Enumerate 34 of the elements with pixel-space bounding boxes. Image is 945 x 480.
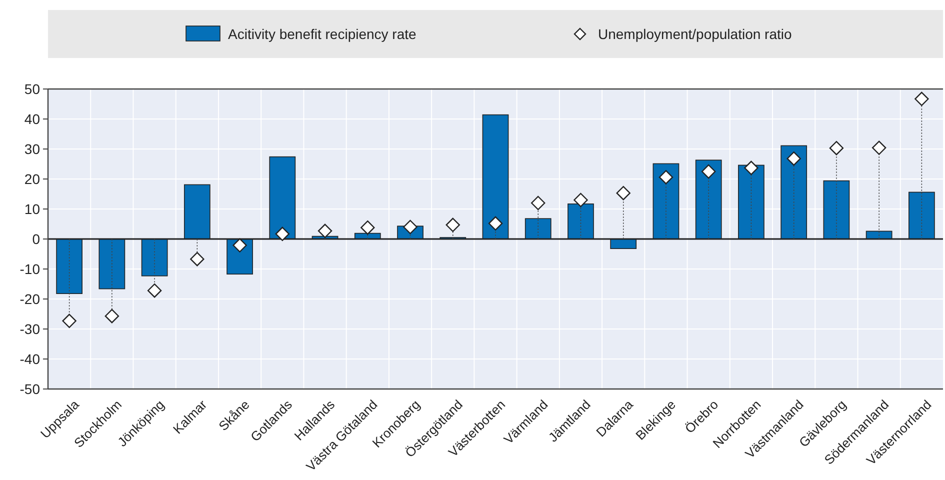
point <box>403 220 418 234</box>
point <box>232 238 247 252</box>
point <box>360 220 375 235</box>
y-tick-label: 10 <box>24 200 40 217</box>
point <box>914 92 929 106</box>
point <box>104 309 120 324</box>
legend-label: Acitivity benefit recipiency rate <box>228 26 417 42</box>
y-tick-label: 50 <box>24 80 40 97</box>
point <box>488 216 503 230</box>
y-tick-label: -10 <box>20 260 40 277</box>
point <box>616 186 630 200</box>
point <box>574 192 588 208</box>
point <box>829 141 844 156</box>
y-tick-label: -20 <box>20 290 40 307</box>
point <box>658 170 674 184</box>
y-tick-label: -30 <box>20 320 40 337</box>
point <box>147 284 162 298</box>
point <box>190 252 204 266</box>
point <box>275 226 290 241</box>
y-tick-label: 30 <box>24 140 40 157</box>
point <box>701 164 716 179</box>
legend-label: Unemployment/population ratio <box>598 26 792 42</box>
point <box>744 160 758 175</box>
y-tick-label: 40 <box>24 110 40 127</box>
y-tick-label: 0 <box>32 230 40 247</box>
y-tick-label: -50 <box>20 380 40 397</box>
point <box>318 224 332 238</box>
point <box>531 196 546 210</box>
y-tick-label: 20 <box>24 170 40 187</box>
point <box>446 218 460 232</box>
point <box>786 152 801 166</box>
y-tick-label: -40 <box>20 350 40 367</box>
point <box>62 314 76 328</box>
point <box>872 140 886 155</box>
